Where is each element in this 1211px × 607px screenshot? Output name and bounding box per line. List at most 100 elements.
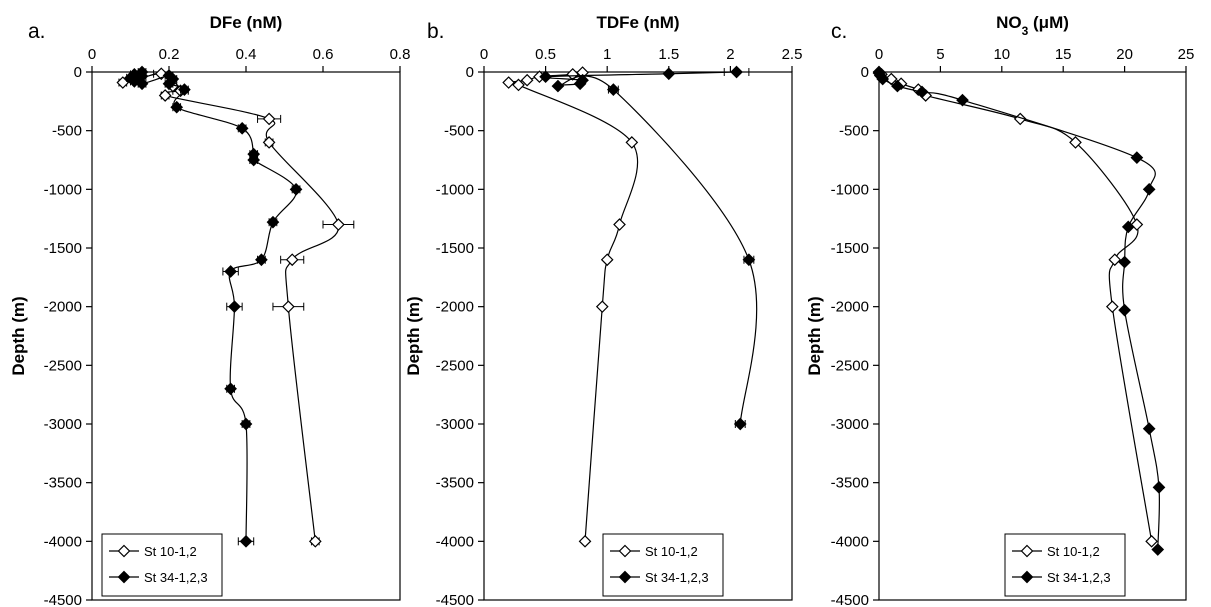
legend: St 10-1,2 St 34-1,2,3 [602, 533, 724, 597]
x-tick-label: 0 [875, 46, 883, 63]
data-point [1142, 182, 1156, 196]
data-point [178, 83, 191, 96]
y-tick-label: -500 [52, 123, 82, 140]
x-axis-title-unit: (μM) [1028, 13, 1069, 32]
y-tick-label: -1000 [831, 181, 869, 198]
x-tick-label: 1.5 [658, 46, 679, 63]
y-tick-label: -2000 [44, 299, 82, 316]
data-point [573, 77, 587, 91]
data-point [170, 100, 184, 114]
data-point [235, 121, 249, 135]
data-point [625, 136, 639, 149]
legend: St 10-1,2 St 34-1,2,3 [101, 533, 223, 597]
x-tick-label: 0.5 [535, 46, 556, 63]
legend-marker [117, 544, 131, 558]
y-tick-label: -4000 [44, 533, 82, 550]
series-line [542, 71, 758, 425]
plot-frame [878, 71, 1187, 601]
y-tick-label: -4500 [44, 592, 82, 607]
data-point [282, 300, 295, 314]
series-1 [124, 65, 303, 548]
data-point [308, 534, 322, 548]
data-point [551, 79, 565, 93]
legend-label: St 10-1,2 [144, 544, 197, 559]
x-tick-label: 1 [603, 46, 611, 63]
legend-marker [618, 544, 632, 558]
y-tick-label: -3000 [44, 416, 82, 433]
x-tick-label: 2 [726, 46, 734, 63]
data-point [289, 182, 303, 196]
legend-label: St 10-1,2 [1047, 544, 1100, 559]
data-point [266, 215, 280, 229]
plot-frame [483, 71, 793, 601]
data-point [733, 417, 747, 431]
series-0 [502, 66, 639, 548]
y-tick-label: -4000 [831, 533, 869, 550]
data-point [578, 534, 592, 548]
y-tick-label: -1000 [436, 181, 474, 198]
y-tick-label: -3000 [436, 416, 474, 433]
y-tick-label: 0 [74, 64, 82, 81]
data-point [891, 79, 904, 93]
data-point [613, 218, 626, 231]
x-tick-label: 25 [1178, 46, 1195, 63]
data-point [520, 73, 534, 87]
data-point [1069, 136, 1082, 149]
data-point [502, 76, 515, 89]
data-point [1108, 253, 1122, 267]
x-tick-label: 10 [993, 46, 1010, 63]
data-point [1105, 300, 1119, 314]
data-point [1152, 481, 1166, 494]
y-tick-label: -2500 [436, 357, 474, 374]
legend-label: St 34-1,2,3 [1047, 570, 1111, 585]
data-point [285, 253, 299, 267]
panel-letter: c. [831, 20, 847, 43]
x-axis-title-main: NO [996, 13, 1022, 32]
data-point [228, 300, 241, 314]
data-point [595, 300, 609, 314]
data-point [255, 253, 268, 267]
data-point [262, 112, 276, 126]
x-tick-label: 5 [936, 46, 944, 63]
data-point [1130, 151, 1144, 165]
legend-label: St 10-1,2 [645, 544, 698, 559]
y-tick-label: -1500 [831, 240, 869, 257]
legend-marker [618, 570, 632, 584]
legend-box [602, 533, 724, 597]
data-point [539, 70, 552, 84]
data-point [224, 265, 237, 278]
series-line [504, 71, 639, 542]
data-point [512, 78, 525, 92]
y-tick-label: -4000 [436, 533, 474, 550]
series-line [878, 72, 1161, 550]
data-point [662, 67, 676, 81]
y-axis-title: Depth (m) [404, 296, 423, 375]
data-point [876, 72, 890, 86]
x-tick-label: 0 [88, 46, 96, 63]
y-tick-label: -2500 [44, 357, 82, 374]
y-tick-label: -2000 [436, 299, 474, 316]
x-tick-label: 0 [480, 46, 488, 63]
legend: St 10-1,2 St 34-1,2,3 [1004, 533, 1126, 597]
data-point [1121, 220, 1135, 234]
data-point [247, 153, 261, 167]
y-tick-label: 0 [466, 64, 474, 81]
data-point [332, 218, 345, 231]
data-point [915, 85, 929, 99]
legend-marker [1020, 544, 1034, 558]
x-axis-title: DFe (nM) [210, 13, 283, 32]
y-tick-label: -1500 [44, 240, 82, 257]
data-point [239, 417, 253, 431]
panel-letter: a. [28, 20, 46, 43]
x-tick-label: 15 [1055, 46, 1072, 63]
series-1 [539, 65, 758, 431]
data-point [224, 382, 237, 396]
x-tick-label: 0.6 [313, 46, 334, 63]
data-point [730, 65, 743, 79]
data-point [600, 253, 614, 267]
data-point [1151, 543, 1165, 556]
y-tick-label: -1500 [436, 240, 474, 257]
panel-1: b. 0 0.5 1 1.5 2 2.5 0 -500 -1000 -1500 -2000 -2500 -… [404, 13, 802, 607]
y-axis-title: Depth (m) [805, 296, 824, 375]
